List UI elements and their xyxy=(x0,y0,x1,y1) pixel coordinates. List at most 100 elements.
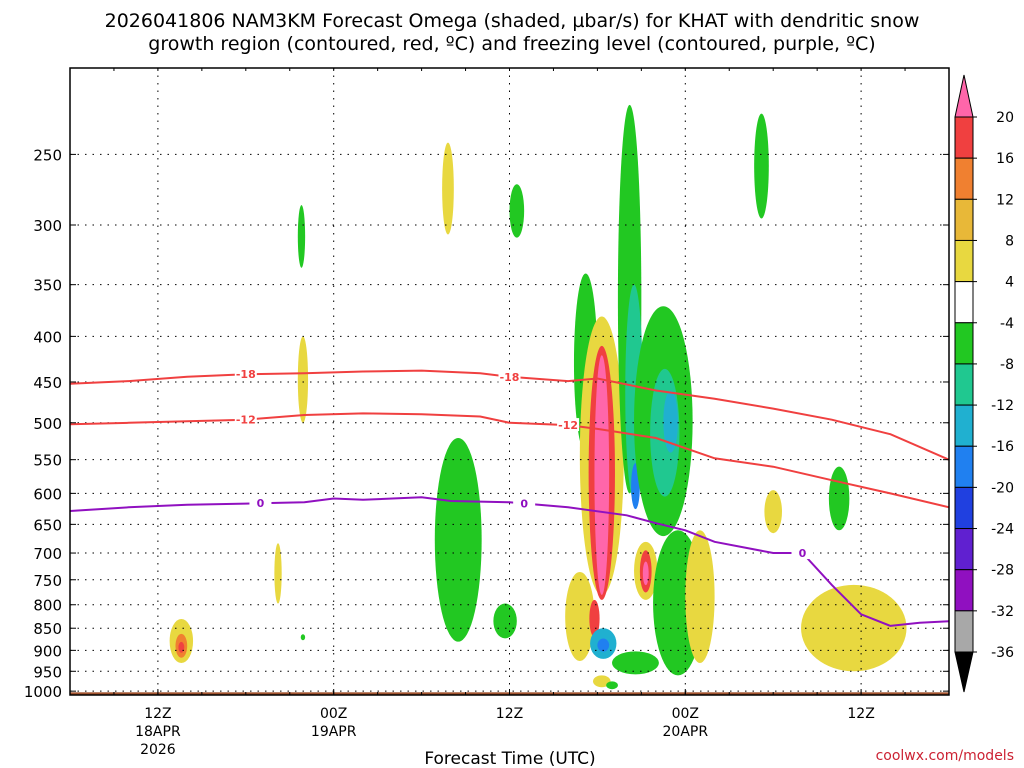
colorbar-label-2: 12 xyxy=(996,192,1014,208)
omega-region-16 xyxy=(594,355,610,595)
colorbar-bottom-arrow xyxy=(954,651,974,693)
xtick-label-0-2: 2026 xyxy=(140,742,176,758)
omega-region-19 xyxy=(593,675,611,688)
contour-label-2-0: 0 xyxy=(257,497,265,510)
contour-label-bg-2-0 xyxy=(249,496,272,510)
colorbar-box-1 xyxy=(954,157,974,200)
omega-region-2 xyxy=(178,641,185,653)
colorbar-box-10 xyxy=(954,528,974,571)
temperature-contours: -18 -18 -12 -12 0 0 0 xyxy=(70,367,949,627)
colorbar-label-8: -16 xyxy=(991,439,1014,455)
ytick-label-800: 800 xyxy=(33,597,62,615)
contour-label-bg-1-1 xyxy=(557,418,580,432)
xtick-label-1-1: 19APR xyxy=(311,724,357,740)
contour-label-bg-0-0 xyxy=(234,367,257,381)
colorbar-label-6: -8 xyxy=(1000,357,1014,373)
omega-region-33 xyxy=(754,113,769,219)
contour-label-1-1: -12 xyxy=(558,419,578,432)
contour-label-0-0: -18 xyxy=(236,368,256,381)
omega-shading-layer xyxy=(169,104,907,690)
xtick-label-3-0: 00Z xyxy=(672,706,699,722)
omega-region-4 xyxy=(297,205,306,268)
omega-region-13 xyxy=(589,599,600,638)
omega-region-18 xyxy=(597,638,610,652)
watermark: coolwx.com/models xyxy=(876,748,1014,764)
xtick-label-1-0: 00Z xyxy=(320,706,347,722)
colorbar-label-4: 4 xyxy=(1005,275,1014,291)
colorbar-box-12 xyxy=(954,610,974,653)
ytick-label-900: 900 xyxy=(33,642,62,660)
ytick-label-500: 500 xyxy=(33,415,62,433)
omega-region-27 xyxy=(642,561,649,586)
omega-region-32 xyxy=(685,530,715,664)
contour-line-1 xyxy=(70,412,949,509)
pressure-axis: 250 300 350 400 450 500 550 600 650 700 750 800 850 9… xyxy=(24,146,949,701)
colorbar-box-3 xyxy=(954,239,974,283)
colorbar-box-8 xyxy=(954,445,974,488)
contour-label-0-1: -18 xyxy=(500,371,520,384)
colorbar-box-6 xyxy=(954,363,974,406)
colorbar-label-1: 16 xyxy=(996,151,1014,167)
omega-colorbar: 20 16 12 8 4 -4 -8 -12 -16 -20 -24 -28 -32 -36 xyxy=(954,74,1014,693)
contour-label-1-0: -12 xyxy=(236,414,256,427)
colorbar-box-11 xyxy=(954,569,974,612)
colorbar-box-5 xyxy=(954,322,974,365)
colorbar-box-2 xyxy=(954,198,974,241)
omega-region-10 xyxy=(509,184,525,238)
omega-region-34 xyxy=(764,490,782,534)
contour-label-bg-0-1 xyxy=(498,369,521,383)
contour-label-bg-2-2 xyxy=(791,546,814,560)
chart-title-line2: growth region (contoured, red, ºC) and f… xyxy=(148,33,875,55)
xtick-label-0-0: 12Z xyxy=(144,706,171,722)
colorbar-label-5: -4 xyxy=(1000,316,1014,332)
ytick-label-1000: 1000 xyxy=(24,683,62,701)
omega-region-30 xyxy=(663,390,678,453)
contour-label-bg-1-0 xyxy=(234,412,257,426)
ytick-label-700: 700 xyxy=(33,545,62,563)
colorbar-label-7: -12 xyxy=(991,398,1014,414)
xtick-label-3-1: 20APR xyxy=(663,724,709,740)
ytick-label-750: 750 xyxy=(33,572,62,590)
colorbar-label-10: -24 xyxy=(991,522,1014,538)
colorbar-label-12: -32 xyxy=(991,604,1014,620)
omega-region-24 xyxy=(612,651,659,675)
ytick-label-950: 950 xyxy=(33,663,62,681)
ytick-label-850: 850 xyxy=(33,620,62,638)
xtick-label-0-1: 18APR xyxy=(135,724,181,740)
omega-region-6 xyxy=(300,634,306,641)
chart-title-line1: 2026041806 NAM3KM Forecast Omega (shaded… xyxy=(105,10,920,32)
colorbar-box-4 xyxy=(954,281,974,324)
ytick-label-300: 300 xyxy=(33,217,62,235)
ytick-label-400: 400 xyxy=(33,328,62,346)
omega-region-7 xyxy=(442,142,454,235)
ytick-label-250: 250 xyxy=(33,146,62,164)
ytick-label-350: 350 xyxy=(33,277,62,295)
omega-region-8 xyxy=(434,437,482,642)
colorbar-label-3: 8 xyxy=(1005,233,1014,249)
contour-label-bg-2-1 xyxy=(513,496,536,510)
omega-region-36 xyxy=(801,584,907,672)
contour-line-2 xyxy=(70,496,949,627)
colorbar-label-11: -28 xyxy=(991,563,1014,579)
ytick-label-450: 450 xyxy=(33,374,62,392)
colorbar-top-arrow xyxy=(954,74,974,118)
xtick-label-4-0: 12Z xyxy=(847,706,874,722)
colorbar-box-0 xyxy=(954,116,974,159)
ytick-label-600: 600 xyxy=(33,485,62,503)
contour-label-2-1: 0 xyxy=(520,498,528,511)
x-axis-label: Forecast Time (UTC) xyxy=(424,749,595,768)
omega-region-20 xyxy=(606,681,618,690)
colorbar-label-9: -20 xyxy=(991,480,1014,496)
xtick-label-2-0: 12Z xyxy=(496,706,523,722)
contour-label-2-2: 0 xyxy=(799,547,807,560)
colorbar-box-9 xyxy=(954,486,974,530)
omega-region-9 xyxy=(493,603,517,639)
omega-region-11 xyxy=(565,571,595,661)
colorbar-label-13: -36 xyxy=(991,645,1014,661)
colorbar-box-7 xyxy=(954,404,974,447)
colorbar-label-0: 20 xyxy=(996,110,1014,126)
omega-region-3 xyxy=(274,543,282,604)
omega-region-5 xyxy=(297,336,309,423)
omega-region-35 xyxy=(828,466,850,531)
